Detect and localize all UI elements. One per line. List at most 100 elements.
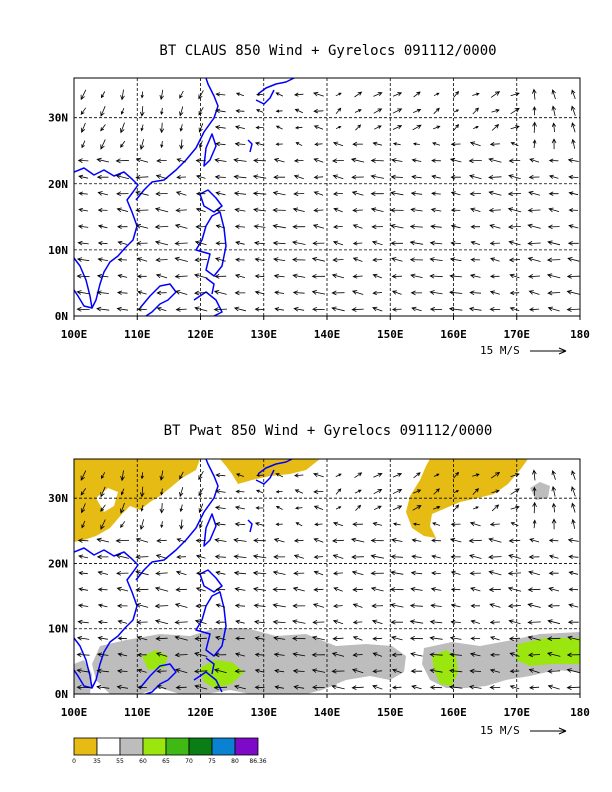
wind-vector	[472, 92, 480, 96]
wind-vector	[332, 636, 344, 641]
wind-vector	[453, 90, 460, 98]
wind-vector	[254, 636, 265, 641]
x-tick-label: 150E	[377, 328, 404, 341]
wind-vector	[571, 89, 576, 100]
wind-vector	[314, 142, 323, 147]
wind-vector	[313, 472, 324, 478]
wind-vector	[352, 141, 363, 147]
wind-vector	[215, 141, 226, 147]
wind-vector	[115, 174, 129, 180]
wind-vector	[411, 554, 422, 560]
wind-vector	[510, 125, 520, 130]
wind-vector	[429, 240, 443, 246]
wind-vector	[391, 290, 402, 295]
wind-vector	[252, 191, 267, 196]
pwat-dry-region-west-notch	[96, 488, 118, 512]
wind-vector	[214, 554, 226, 560]
wind-vector	[80, 89, 87, 101]
wind-vector	[392, 307, 402, 312]
wind-vector	[392, 92, 403, 97]
wind-vector	[155, 191, 168, 197]
colorbar: 0 35 55 60 65 70 75 80 86.36	[72, 737, 267, 765]
wind-vector	[429, 290, 443, 295]
wind-vector	[568, 570, 579, 576]
wind-vector	[390, 619, 403, 625]
wind-vector	[390, 223, 404, 229]
wind-vector	[391, 538, 403, 543]
wind-vector	[311, 273, 326, 279]
wind-vector	[179, 471, 184, 480]
wind-vector	[97, 208, 108, 213]
wind-vector	[449, 668, 463, 674]
wind-vector	[97, 620, 108, 625]
wind-vector	[195, 587, 206, 592]
x-tick-label: 100E	[61, 706, 88, 719]
colorbar-label: 55	[116, 758, 124, 765]
wind-vector	[352, 257, 363, 262]
wind-vector	[311, 652, 326, 658]
wind-vector	[532, 501, 537, 514]
wind-vector	[135, 587, 149, 592]
wind-vector	[234, 125, 245, 130]
wind-vector	[311, 290, 326, 295]
wind-vector	[547, 619, 561, 625]
wind-vector	[333, 571, 343, 576]
wind-vector	[352, 652, 363, 658]
wind-vector	[253, 603, 266, 609]
wind-vector	[176, 158, 186, 163]
wind-vector	[333, 191, 343, 196]
wind-vector	[137, 274, 147, 279]
wind-vector	[528, 554, 540, 560]
wind-vector	[370, 538, 384, 543]
wind-vector	[370, 586, 384, 592]
wind-vector	[117, 224, 128, 230]
wind-vector	[371, 240, 383, 246]
wind-vector	[115, 538, 130, 544]
wind-vector	[372, 652, 383, 657]
wind-vector	[532, 469, 537, 481]
wind-vector	[470, 619, 481, 624]
wind-vector	[215, 92, 226, 97]
wind-vector	[351, 190, 364, 196]
wind-vector	[76, 290, 90, 295]
wind-vector	[155, 636, 168, 641]
wind-vector	[294, 473, 304, 478]
x-tick-label: 130E	[251, 706, 278, 719]
wind-vector	[568, 224, 579, 229]
wind-vector	[293, 684, 305, 690]
wind-vector	[78, 587, 88, 592]
wind-vector	[135, 554, 149, 560]
wind-vector	[429, 257, 443, 262]
wind-vector	[273, 158, 285, 163]
wind-vector	[507, 571, 522, 576]
y-tick-label: 0N	[55, 310, 68, 323]
wind-vector	[175, 685, 187, 690]
wind-vector	[234, 224, 246, 229]
wind-vector	[410, 570, 423, 576]
wind-vector	[352, 241, 363, 246]
wind-vector	[195, 224, 207, 230]
wind-vector	[331, 684, 345, 690]
colorbar-swatch	[211, 737, 236, 756]
wind-vector	[291, 257, 306, 263]
wind-vector	[233, 306, 246, 312]
wind-vector	[175, 290, 188, 295]
wind-vector	[273, 273, 285, 279]
wind-vector	[472, 473, 480, 477]
wind-vector	[354, 489, 362, 494]
wind-vector	[370, 174, 384, 180]
wind-vector	[470, 587, 481, 592]
wind-vector	[371, 603, 384, 609]
wind-vector	[566, 307, 580, 312]
wind-vector	[77, 603, 89, 608]
wind-vector	[154, 586, 169, 592]
wind-vector	[571, 122, 576, 133]
wind-vector	[214, 274, 227, 279]
wind-vector	[527, 241, 541, 246]
wind-vector	[160, 488, 164, 496]
wind-vector	[155, 174, 168, 180]
wind-vector	[214, 257, 226, 262]
wind-vector	[140, 91, 144, 99]
wind-vector	[566, 274, 580, 279]
wind-vector	[568, 603, 579, 608]
